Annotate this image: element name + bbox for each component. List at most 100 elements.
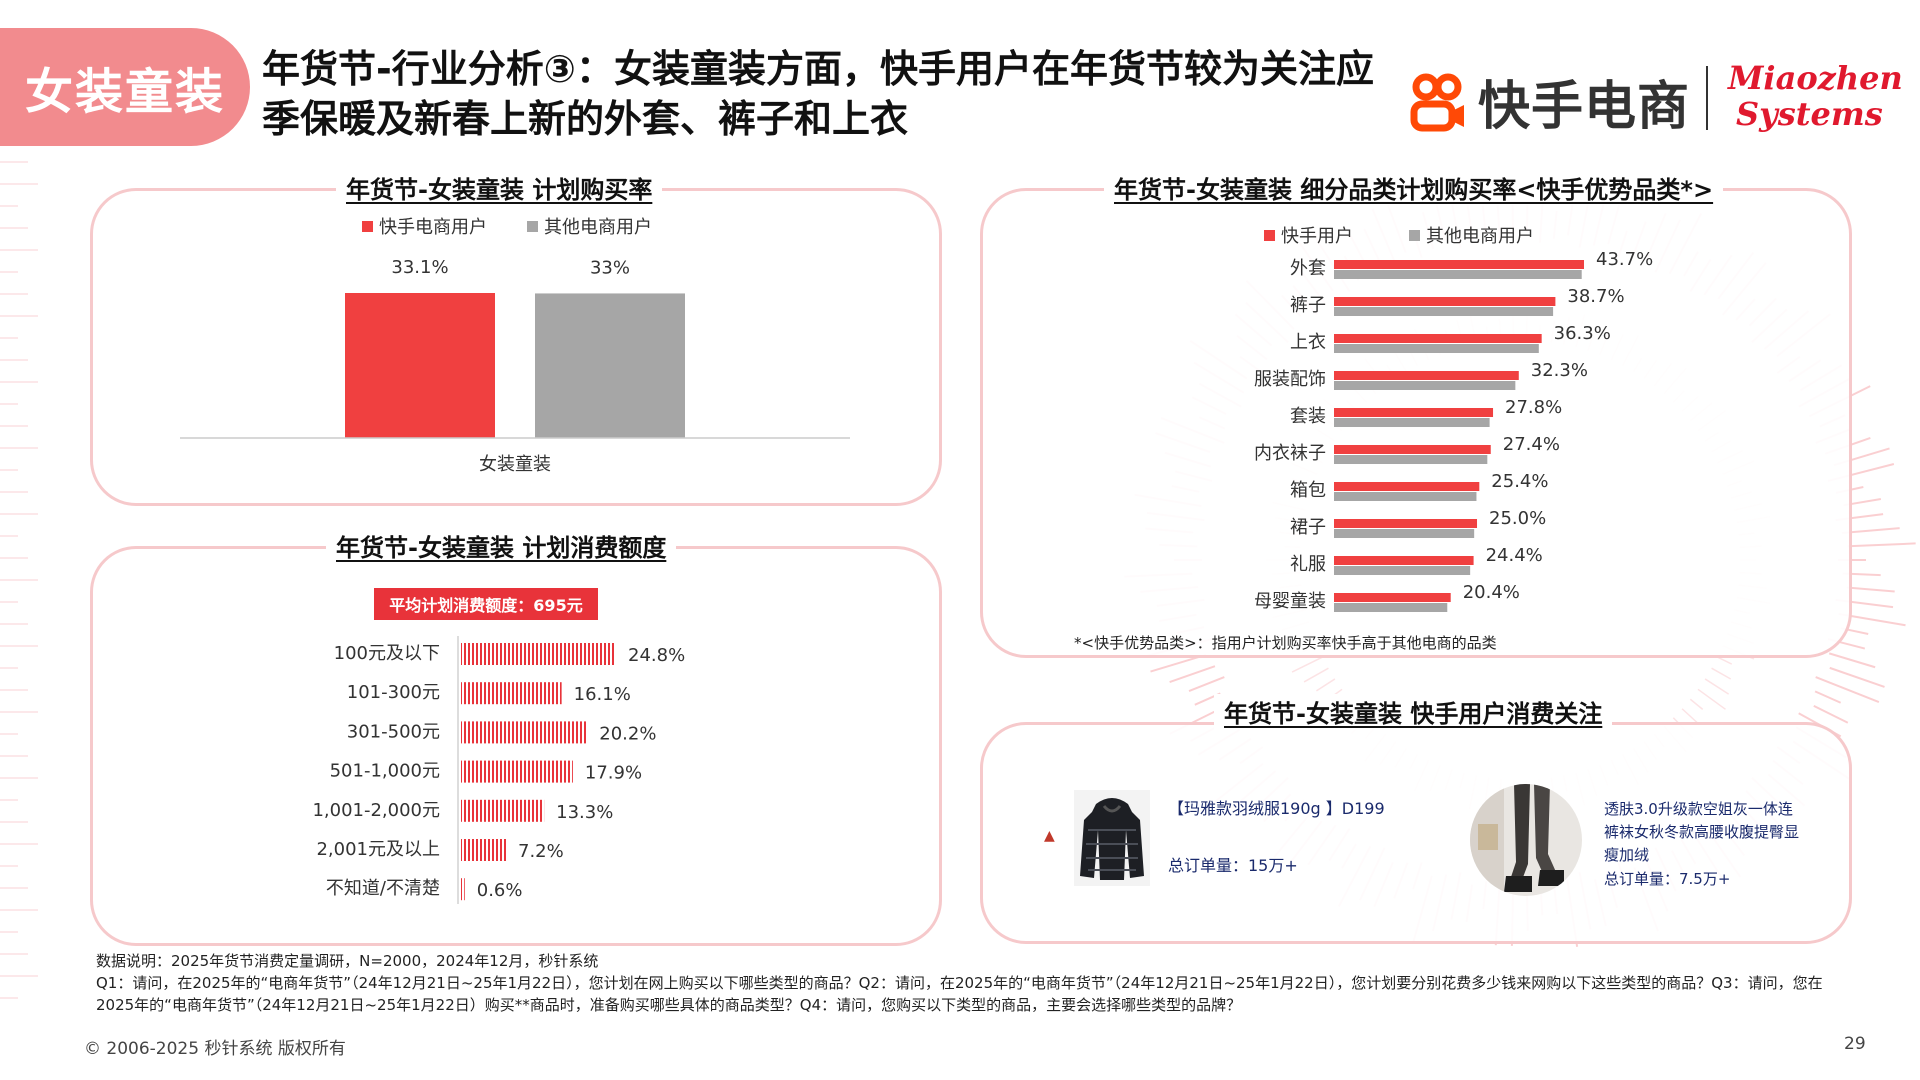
ring-tick	[1847, 542, 1916, 548]
data-label: 27.4%	[1503, 434, 1560, 455]
spending-chart: 100元及以下 24.8% 101-300元 16.1% 301-500元 20.2% 50…	[312, 636, 685, 904]
ring-tick	[1717, 656, 1733, 665]
subcategory-title: 年货节-女装童装 细分品类计划购买率<快手优势品类*>	[1104, 170, 1724, 205]
bar-other	[1334, 344, 1539, 353]
category-label: 不知道/不清楚	[326, 878, 440, 899]
data-label: 33%	[590, 257, 630, 278]
ring-tick	[1814, 690, 1842, 704]
legend-label: 其他电商用户	[1426, 226, 1534, 247]
ring-tick	[1813, 704, 1849, 724]
legend-label: 其他电商用户	[544, 217, 652, 238]
data-label: 33.1%	[391, 257, 448, 278]
product-brand-icon: ▲	[1044, 828, 1055, 844]
ring-tick	[1711, 667, 1732, 680]
data-label: 32.3%	[1531, 360, 1588, 381]
data-label: 38.7%	[1567, 286, 1624, 307]
category-label: 301-500元	[347, 721, 440, 742]
category-label: 裤子	[1290, 295, 1326, 316]
legend-swatch-gray	[1409, 229, 1420, 241]
legend-label: 快手用户	[1281, 226, 1353, 247]
category-label: 女装童装	[479, 454, 551, 475]
bar-kuaishou	[1334, 260, 1584, 269]
kuaishou-logo: 快手电商	[1408, 64, 1690, 139]
bar-other	[1334, 455, 1488, 464]
average-spending-badge: 平均计划消费额度：695元	[374, 588, 598, 620]
data-label: 27.8%	[1505, 397, 1562, 418]
data-label: 16.1%	[574, 684, 631, 705]
data-label: 20.4%	[1463, 582, 1520, 603]
purchase-rate-title: 年货节-女装童装 计划购买率	[336, 170, 663, 205]
category-label: 2,001元及以上	[316, 839, 440, 860]
ring-tick	[1828, 652, 1876, 669]
ring-tick	[1846, 586, 1895, 593]
ring-tick	[1815, 676, 1880, 704]
bar	[461, 760, 573, 783]
bar-other	[1334, 566, 1471, 575]
bar-kuaishou	[1334, 482, 1480, 491]
category-label: 内衣袜子	[1254, 443, 1326, 464]
bar-kuaishou	[1334, 371, 1519, 380]
legend-item-other: 其他电商用户	[527, 213, 652, 239]
ring-tick	[1169, 665, 1216, 683]
category-label: 裙子	[1290, 517, 1326, 538]
category-label: 箱包	[1290, 480, 1326, 501]
bar	[461, 643, 616, 665]
bar-kuaishou	[1334, 408, 1494, 417]
data-label: 25.4%	[1491, 471, 1548, 492]
bar	[461, 682, 562, 705]
ring-tick	[1188, 676, 1225, 692]
category-label: 上衣	[1290, 332, 1326, 353]
bar-kuaishou	[1334, 297, 1556, 306]
bar-kuaishou	[1334, 334, 1542, 343]
purchase-rate-legend: 快手电商用户 其他电商用户	[362, 213, 652, 239]
data-label: 7.2%	[518, 841, 564, 862]
data-label: 24.8%	[628, 645, 685, 666]
purchase-rate-panel	[90, 188, 942, 506]
bar-other	[1334, 270, 1582, 279]
category-label: 服装配饰	[1254, 369, 1326, 390]
bar-kuaishou	[1334, 519, 1478, 528]
bar-other	[1334, 529, 1475, 538]
data-label: 20.2%	[599, 723, 656, 744]
ring-tick	[1291, 656, 1323, 673]
ring-tick	[1829, 666, 1885, 688]
bar	[345, 293, 495, 438]
category-label: 套装	[1290, 406, 1326, 427]
purchase-rate-chart: 33.1% 33% 女装童装	[180, 257, 850, 475]
page-number: 29	[1844, 1034, 1866, 1054]
survey-questions: Q1：请问，在2025年的“电商年货节”（24年12月21日~25年1月22日）…	[96, 974, 1823, 1014]
ring-tick	[1316, 678, 1336, 692]
kuaishou-logo-text: 快手电商	[1478, 77, 1691, 137]
spending-title: 年货节-女装童装 计划消费额度	[326, 528, 677, 563]
data-label: 43.7%	[1596, 252, 1653, 270]
miaozhen-logo-line2: Systems	[1736, 95, 1883, 133]
section-tag-label: 女装童装	[24, 64, 225, 120]
bar-kuaishou	[1334, 593, 1451, 602]
bar-kuaishou	[1334, 556, 1474, 565]
miaozhen-logo-line1: Miaozhen	[1728, 59, 1903, 97]
data-source: 数据说明：2025年货节消费定量调研，N=2000，2024年12月，秒针系统	[96, 952, 599, 970]
bar	[461, 839, 506, 861]
bar-other	[1334, 307, 1554, 316]
legend-item-kuaishou: 快手电商用户	[362, 213, 487, 239]
section-tag: 女装童装	[0, 28, 250, 146]
category-label: 外套	[1290, 258, 1326, 279]
bar	[461, 878, 465, 901]
subcategory-footnote: *<快手优势品类>：指用户计划购买率快手高于其他电商的品类	[1074, 634, 1497, 652]
ring-tick	[1303, 667, 1329, 683]
data-label: 25.0%	[1489, 508, 1546, 529]
legend-item-kuaishou: 快手用户	[1264, 222, 1353, 248]
bar-other	[1334, 418, 1490, 427]
ring-tick	[1704, 678, 1730, 695]
data-label: 24.4%	[1486, 545, 1543, 566]
ring-tick	[1689, 698, 1704, 710]
data-label: 17.9%	[585, 763, 642, 784]
subcategory-legend: 快手用户 其他电商用户	[1264, 222, 1534, 248]
category-label: 1,001-2,000元	[312, 800, 440, 821]
down-jacket-image	[1074, 790, 1150, 886]
product-name: 【玛雅款羽绒服190g 】D199	[1168, 799, 1385, 818]
category-label: 礼服	[1290, 554, 1326, 575]
bar-other	[1334, 381, 1516, 390]
bar	[535, 293, 685, 438]
ring-tick	[1697, 688, 1726, 710]
